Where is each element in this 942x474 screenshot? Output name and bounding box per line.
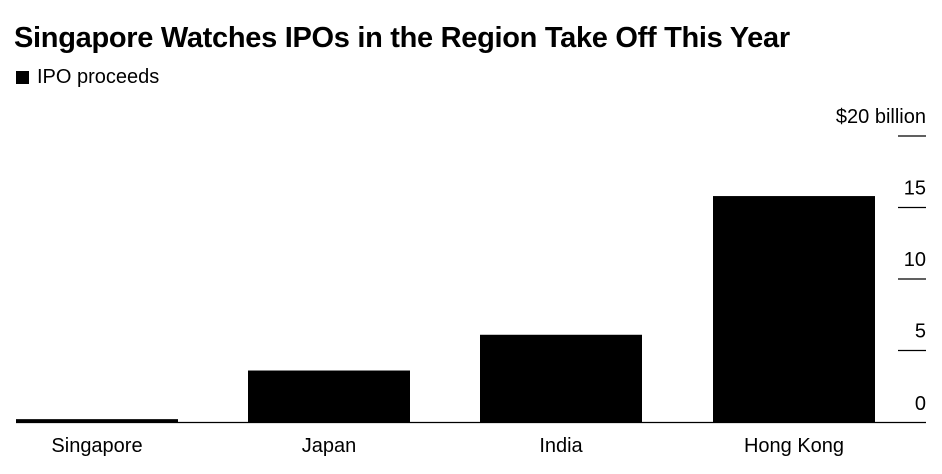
y-tick-label-5: 5 (915, 321, 926, 343)
x-tick-label-india: India (539, 435, 583, 457)
legend: IPO proceeds (16, 66, 159, 89)
y-tick-label-15: 15 (904, 178, 926, 200)
x-tick-label-hong-kong: Hong Kong (744, 435, 844, 457)
legend-label: IPO proceeds (37, 66, 160, 88)
y-tick-label-20: $20 billion (836, 106, 926, 128)
bar-singapore (16, 419, 178, 422)
x-tick-label-japan: Japan (302, 435, 357, 457)
legend-swatch (16, 71, 29, 84)
bar-japan (248, 370, 410, 422)
y-tick-label-0: 0 (915, 393, 926, 415)
bar-hong-kong (713, 196, 875, 422)
y-tick-label-10: 10 (904, 249, 926, 271)
x-tick-label-singapore: Singapore (51, 435, 142, 457)
chart-title: Singapore Watches IPOs in the Region Tak… (14, 22, 790, 54)
bar-india (480, 334, 642, 422)
